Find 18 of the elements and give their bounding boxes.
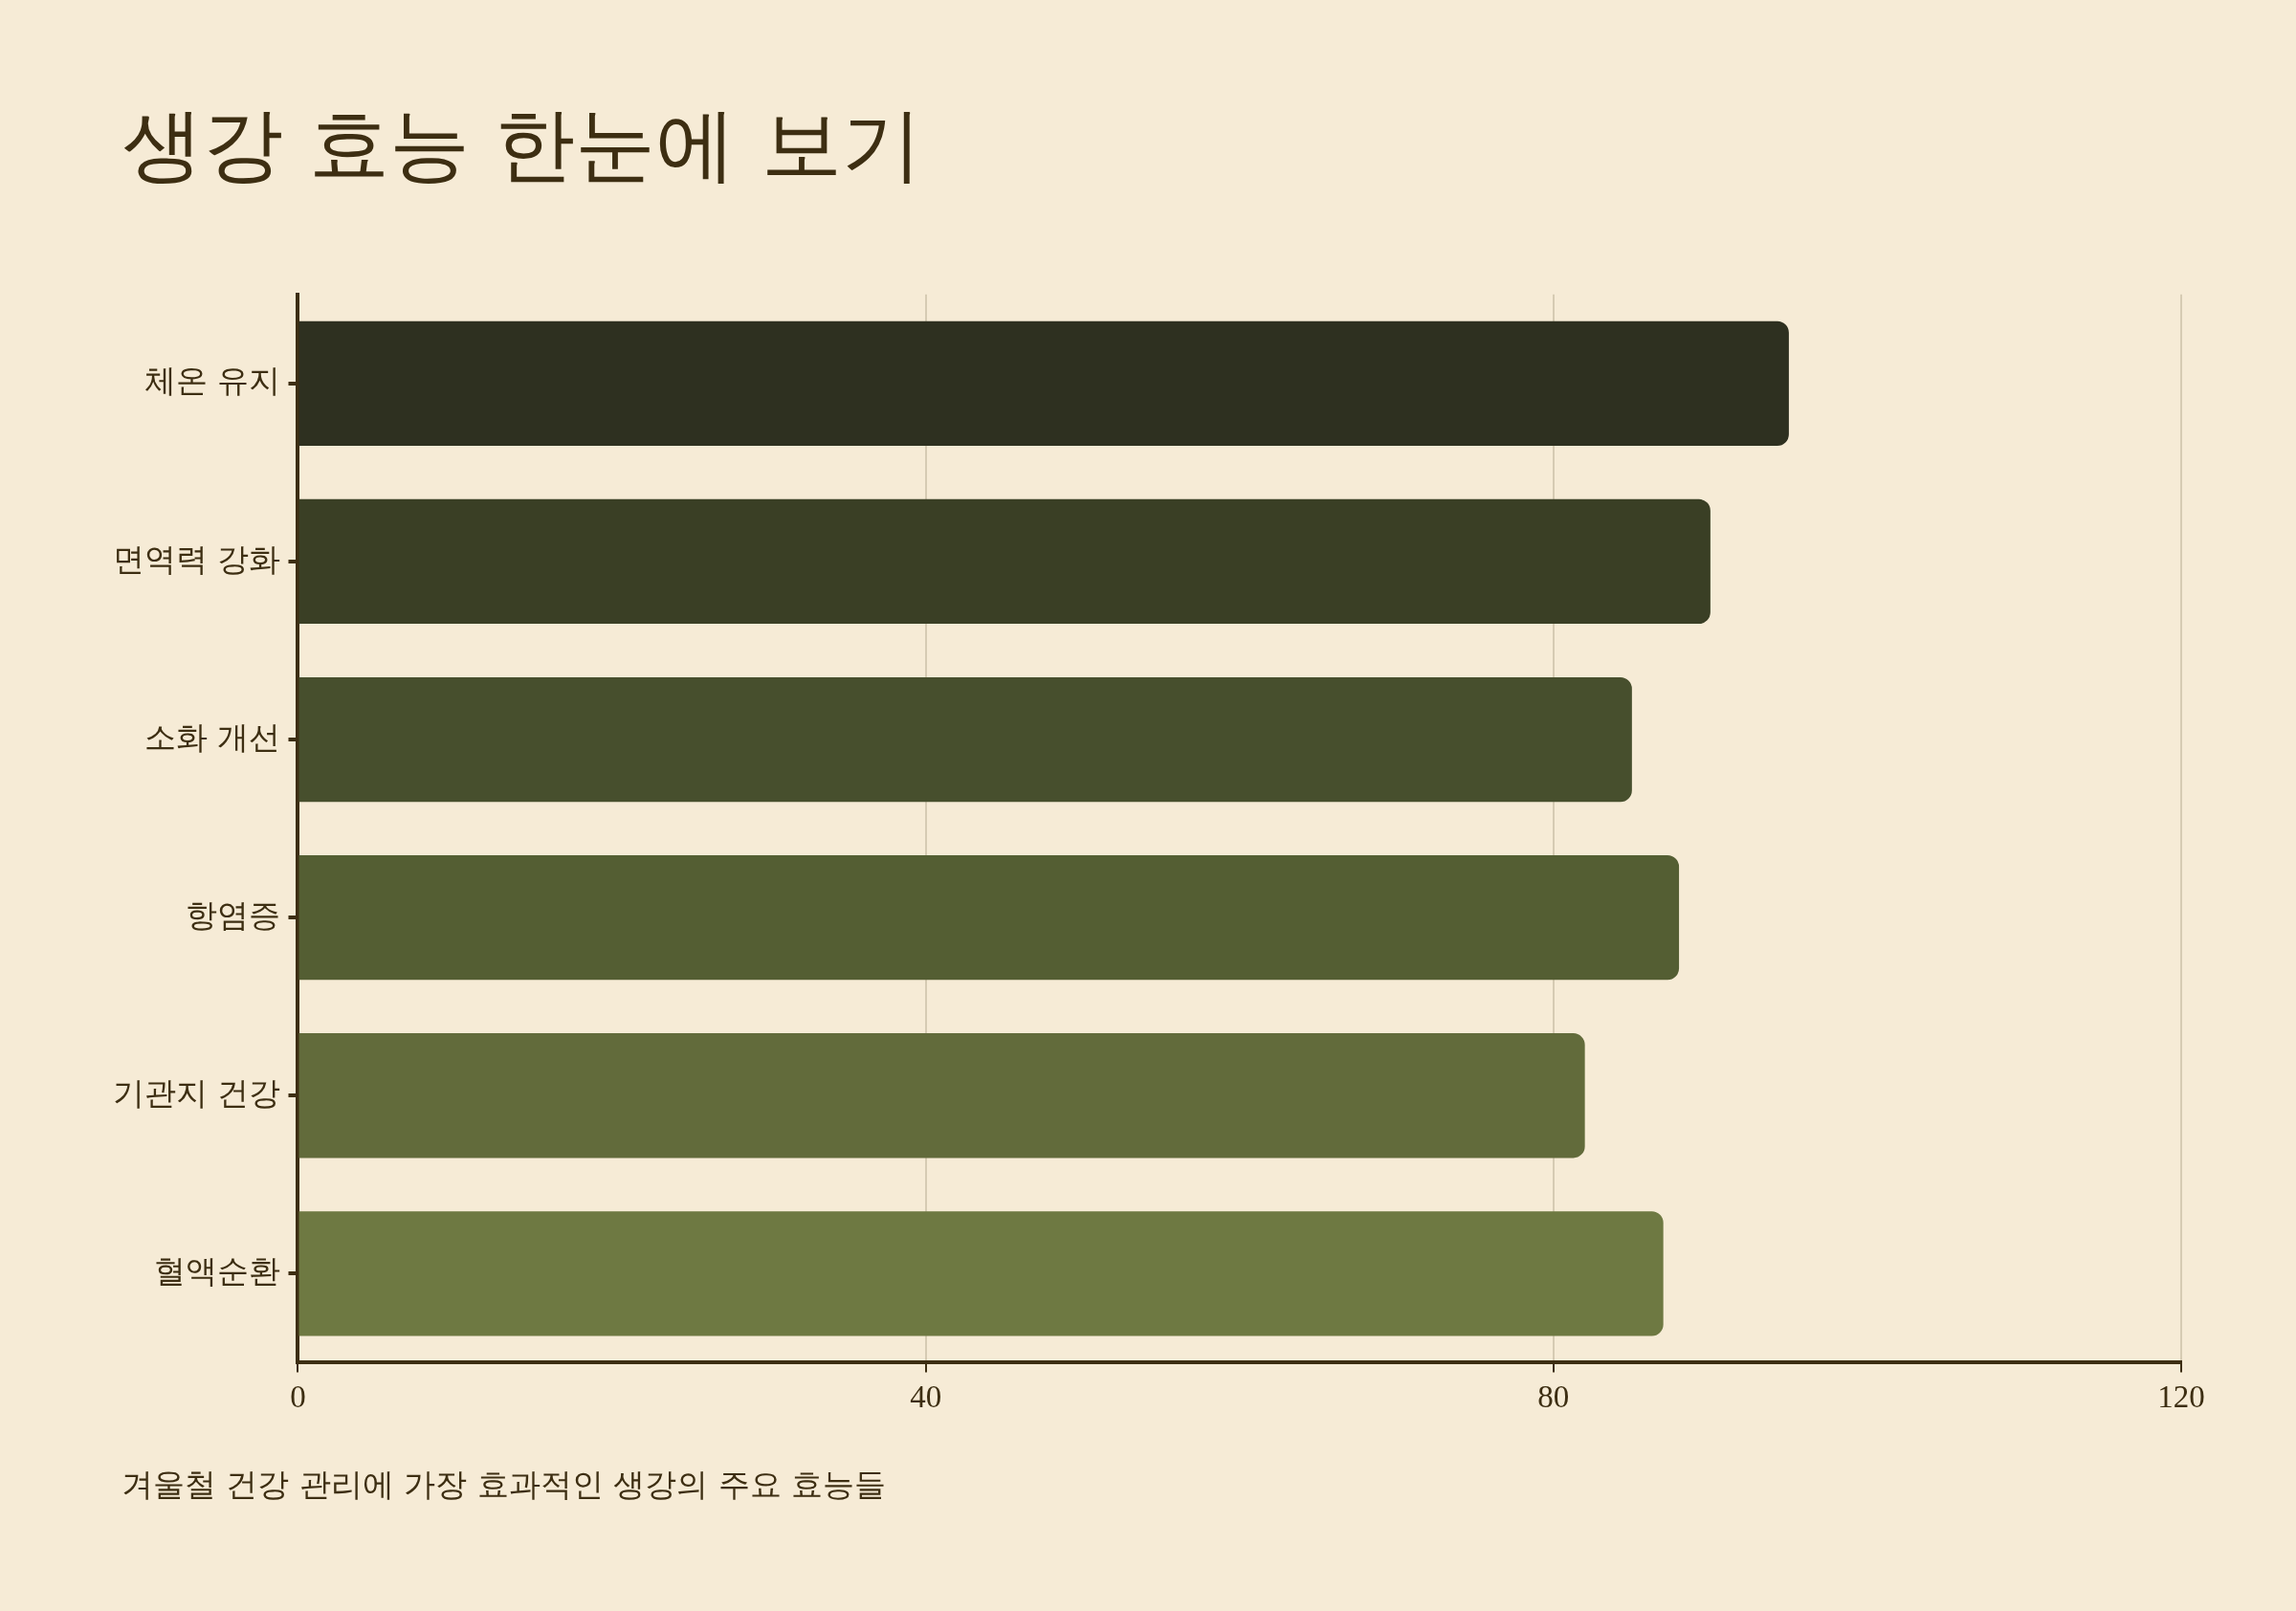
x-tick-label: 120 [2157,1379,2205,1414]
chart-title: 생강 효능 한눈에 보기 [122,97,923,193]
y-tick-label: 면역력 강화 [112,540,281,578]
y-tick-label: 기관지 건강 [112,1073,281,1112]
y-tick-label: 소화 개선 [144,717,281,756]
x-tick-label: 0 [290,1379,306,1414]
bar [298,320,1789,446]
bar [298,1033,1585,1159]
y-tick-label: 항염증 [186,895,281,934]
bar [298,1211,1664,1336]
x-tick-label: 40 [910,1379,942,1414]
bar [298,498,1711,625]
y-tick-label: 혈액순환 [154,1251,281,1290]
text: 겨울철 건강 관리에 가장 효과적인 생강의 주요 효능들 [121,1465,887,1505]
bar [298,855,1680,981]
y-tick-label: 체온 유지 [144,362,281,400]
x-tick-label: 80 [1537,1379,1570,1414]
bar [298,676,1632,803]
